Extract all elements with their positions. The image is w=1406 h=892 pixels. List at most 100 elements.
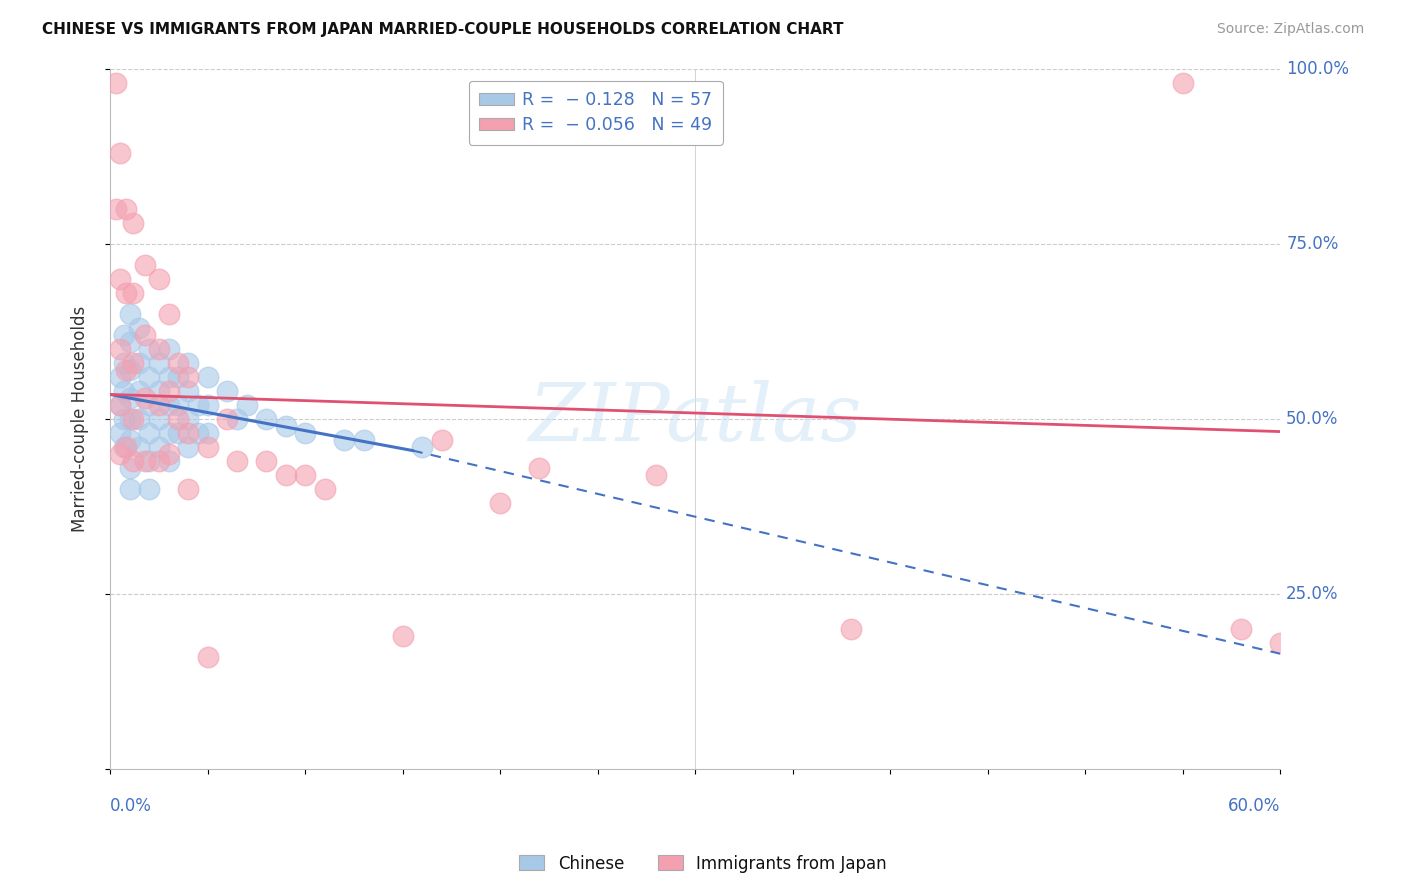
Point	[489, 496, 512, 510]
Point	[254, 412, 277, 426]
Point	[197, 398, 219, 412]
Text: 50.0%: 50.0%	[1286, 410, 1339, 428]
Point	[114, 363, 136, 377]
Y-axis label: Married-couple Households: Married-couple Households	[72, 306, 89, 533]
Point	[167, 398, 190, 412]
Point	[112, 384, 135, 398]
Legend: R =  − 0.128   N = 57, R =  − 0.056   N = 49: R = − 0.128 N = 57, R = − 0.056 N = 49	[468, 81, 723, 145]
Point	[118, 433, 141, 447]
Point	[1171, 76, 1194, 90]
Point	[197, 440, 219, 454]
Point	[134, 258, 156, 272]
Point	[197, 425, 219, 440]
Point	[138, 342, 160, 356]
Point	[274, 468, 297, 483]
Point	[118, 412, 141, 426]
Point	[128, 440, 150, 454]
Point	[148, 384, 170, 398]
Point	[177, 384, 200, 398]
Point	[118, 363, 141, 377]
Text: 100.0%: 100.0%	[1286, 60, 1350, 78]
Point	[114, 202, 136, 216]
Point	[314, 482, 336, 496]
Point	[645, 468, 668, 483]
Point	[134, 454, 156, 468]
Point	[254, 454, 277, 468]
Point	[138, 398, 160, 412]
Point	[157, 398, 180, 412]
Point	[157, 307, 180, 321]
Point	[138, 425, 160, 440]
Point	[157, 370, 180, 384]
Point	[167, 425, 190, 440]
Point	[108, 272, 131, 286]
Point	[128, 384, 150, 398]
Point	[138, 370, 160, 384]
Point	[225, 412, 247, 426]
Point	[217, 384, 239, 398]
Point	[148, 454, 170, 468]
Point	[527, 461, 550, 475]
Point	[430, 433, 453, 447]
Point	[294, 468, 316, 483]
Point	[122, 412, 145, 426]
Point	[157, 447, 180, 461]
Point	[122, 356, 145, 370]
Text: 75.0%: 75.0%	[1286, 235, 1339, 252]
Point	[217, 412, 239, 426]
Point	[225, 454, 247, 468]
Point	[167, 412, 190, 426]
Point	[122, 454, 145, 468]
Point	[177, 482, 200, 496]
Point	[108, 425, 131, 440]
Point	[118, 482, 141, 496]
Point	[177, 370, 200, 384]
Point	[157, 454, 180, 468]
Point	[112, 327, 135, 342]
Point	[333, 433, 356, 447]
Point	[108, 447, 131, 461]
Point	[114, 440, 136, 454]
Point	[114, 285, 136, 300]
Point	[108, 342, 131, 356]
Point	[108, 398, 131, 412]
Point	[197, 650, 219, 665]
Point	[177, 425, 200, 440]
Point	[294, 425, 316, 440]
Point	[104, 76, 127, 90]
Point	[197, 370, 219, 384]
Text: 0.0%: 0.0%	[110, 797, 152, 815]
Text: 25.0%: 25.0%	[1286, 585, 1339, 603]
Point	[411, 440, 433, 454]
Point	[177, 440, 200, 454]
Point	[167, 370, 190, 384]
Point	[839, 622, 862, 636]
Point	[104, 202, 127, 216]
Text: ZIPatlas: ZIPatlas	[529, 380, 862, 458]
Point	[118, 307, 141, 321]
Point	[108, 145, 131, 160]
Point	[122, 216, 145, 230]
Point	[235, 398, 257, 412]
Point	[138, 454, 160, 468]
Point	[134, 327, 156, 342]
Point	[274, 419, 297, 434]
Point	[148, 440, 170, 454]
Point	[148, 398, 170, 412]
Text: Source: ZipAtlas.com: Source: ZipAtlas.com	[1216, 22, 1364, 37]
Legend: Chinese, Immigrants from Japan: Chinese, Immigrants from Japan	[513, 848, 893, 880]
Point	[128, 321, 150, 335]
Point	[128, 356, 150, 370]
Point	[177, 412, 200, 426]
Point	[1230, 622, 1253, 636]
Point	[157, 384, 180, 398]
Point	[108, 370, 131, 384]
Point	[134, 391, 156, 405]
Point	[167, 356, 190, 370]
Point	[391, 629, 413, 643]
Point	[1270, 636, 1292, 650]
Point	[148, 272, 170, 286]
Point	[112, 412, 135, 426]
Point	[148, 356, 170, 370]
Point	[157, 342, 180, 356]
